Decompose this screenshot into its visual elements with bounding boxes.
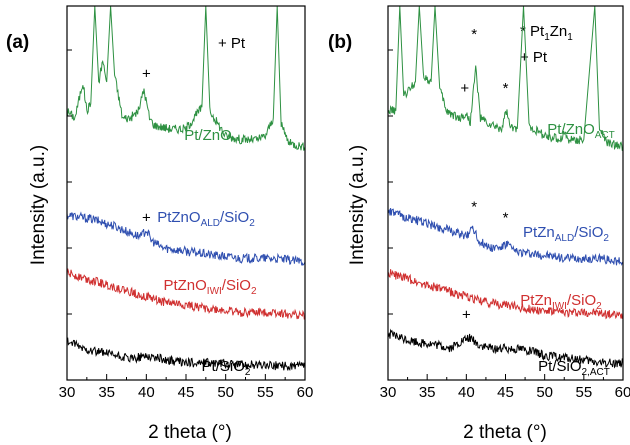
x-tick-label: 40: [458, 384, 475, 401]
curve-label: Pt/ZnO: [184, 127, 232, 144]
panel-a-ylabel: Intensity (a.u.): [28, 145, 49, 265]
panel-a-label: (a): [6, 32, 29, 53]
curve-label: Pt/ZnOACT: [547, 121, 615, 141]
x-tick-label: 45: [497, 384, 514, 401]
curve-label: PtZnOALD/SiO2: [157, 209, 255, 229]
panel-b-ylabel: Intensity (a.u.): [347, 145, 368, 265]
panel-b-legend-note-1: * Pt1Zn1: [520, 23, 573, 43]
x-tick-label: 30: [380, 384, 397, 401]
panel-b-annotations: * * + * * +: [460, 26, 508, 324]
x-tick-label: 50: [536, 384, 553, 401]
x-tick-label: 50: [217, 384, 234, 401]
series-line: [387, 5, 624, 151]
x-tick-label: 45: [178, 384, 195, 401]
panel-a-ticks: 30 35 40 45 50 55 60: [59, 49, 314, 401]
series-line: [387, 269, 624, 320]
panel-a-plot-frame: [66, 5, 306, 381]
peak-marker: +: [142, 209, 151, 226]
panel-a-series: [66, 5, 306, 372]
series-line: [66, 268, 306, 320]
panel-b-label: (b): [328, 32, 352, 53]
panel-b-curve-labels: Pt/ZnOACT PtZnALD/SiO2 PtZnIWI/SiO2 Pt/SiO2…: [520, 121, 614, 378]
panel-a-xlabel: 2 theta (°): [148, 422, 232, 443]
curve-label: PtZnOIWI/SiO2: [163, 277, 257, 297]
x-tick-label: 55: [257, 384, 274, 401]
series-line: [387, 328, 624, 369]
panel-b-ticks: 30 35 40 45 50 55 60: [380, 49, 630, 401]
panel-b-plot-frame: [387, 5, 624, 381]
panel-a-annotations: ++: [142, 65, 151, 226]
curve-label: Pt/SiO2: [202, 358, 251, 378]
panel-b-legend-note-2: + Pt: [520, 49, 548, 66]
x-tick-label: 30: [59, 384, 76, 401]
series-line: [66, 211, 306, 266]
peak-marker: *: [503, 80, 509, 97]
x-tick-label: 35: [419, 384, 436, 401]
panel-b-series: [387, 5, 624, 369]
panel-b: (b) Intensity (a.u.) 2 theta (°) * Pt1Zn…: [328, 5, 630, 443]
x-tick-label: 40: [138, 384, 155, 401]
curve-label: PtZnALD/SiO2: [523, 224, 609, 244]
curve-label: PtZnIWI/SiO2: [520, 292, 602, 312]
panel-a-legend-note: + Pt: [218, 35, 246, 52]
peak-marker: *: [471, 199, 477, 216]
curve-label: Pt/SiO2,ACT: [538, 358, 610, 378]
panel-a-curve-labels: Pt/ZnO PtZnOALD/SiO2 PtZnOIWI/SiO2 Pt/SiO2: [157, 127, 257, 378]
peak-marker: +: [462, 307, 471, 324]
x-tick-label: 60: [297, 384, 314, 401]
x-tick-label: 35: [98, 384, 115, 401]
peak-marker: *: [503, 209, 509, 226]
peak-marker: *: [471, 26, 477, 43]
series-line: [66, 337, 306, 372]
peak-marker: +: [460, 80, 469, 97]
panel-b-xlabel: 2 theta (°): [463, 422, 547, 443]
peak-marker: +: [142, 65, 151, 82]
series-line: [66, 5, 306, 151]
x-tick-label: 55: [575, 384, 592, 401]
series-line: [387, 208, 624, 266]
x-tick-label: 60: [615, 384, 630, 401]
panel-a: (a) Intensity (a.u.) 2 theta (°) + Pt Pt…: [6, 5, 314, 443]
